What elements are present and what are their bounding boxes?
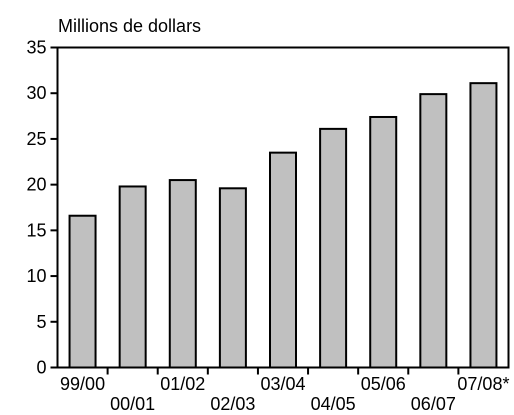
bar [269,151,297,369]
y-tick-label: 15 [26,220,46,240]
y-tick-label: 25 [26,129,46,149]
bar [68,214,97,369]
x-tick-label: 99/00 [60,374,105,394]
x-tick-label: 06/07 [411,394,456,414]
bar [419,93,448,369]
bar [369,115,398,369]
y-tick-label: 20 [26,175,46,195]
x-tick-label: 03/04 [260,374,305,394]
x-tick-label: 07/08* [457,374,509,394]
y-tick-label: 10 [26,266,46,286]
y-tick-label: 5 [36,312,46,332]
y-axis-label: Millions de dollars [58,16,201,36]
x-tick-label: 01/02 [160,374,205,394]
x-tick-label: 05/06 [361,374,406,394]
y-tick-label: 0 [36,358,46,378]
bar [218,187,247,369]
x-tick-label: 00/01 [110,394,155,414]
bar [168,179,197,369]
y-tick-label: 30 [26,83,46,103]
x-tick-label: 02/03 [210,394,255,414]
y-tick-label: 35 [26,38,46,58]
bar [469,82,498,369]
bar [118,185,147,369]
bar [319,127,348,369]
x-tick-label: 04/05 [311,394,356,414]
